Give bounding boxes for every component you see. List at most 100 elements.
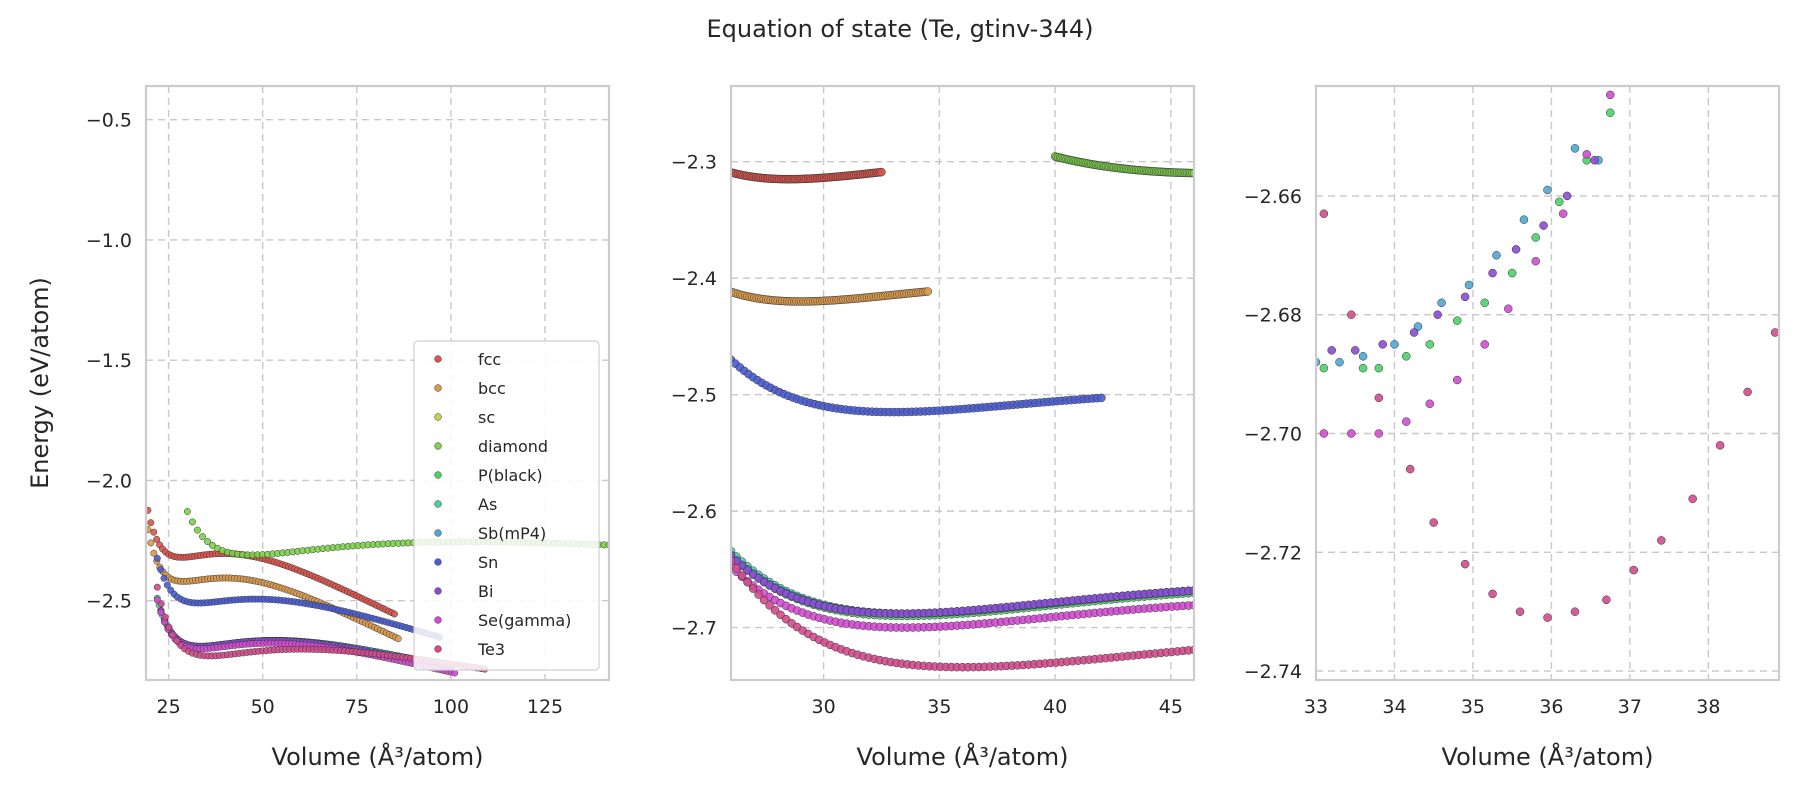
- data-point: [1531, 233, 1540, 242]
- y-tick-label: −1.0: [86, 230, 132, 252]
- axes-frame: [144, 84, 611, 682]
- data-point: [1319, 363, 1329, 373]
- x-tick-labels: 30 35 40 45: [812, 696, 1183, 718]
- data-point: [188, 518, 196, 526]
- data-point: [193, 526, 201, 534]
- data-point: [1770, 328, 1779, 337]
- data-point: [1504, 304, 1513, 313]
- data-point: [1409, 328, 1419, 337]
- y-tick-label: −2.7: [671, 618, 717, 640]
- y-tick-label: −2.5: [671, 385, 717, 407]
- data-point: [147, 539, 155, 547]
- data-point: [1570, 144, 1580, 153]
- data-point: [1492, 251, 1501, 260]
- y-tick-label: −2.70: [1244, 423, 1302, 445]
- legend-marker: [434, 500, 442, 508]
- data-point: [1539, 221, 1548, 230]
- data-point: [770, 606, 780, 615]
- grid: [1315, 86, 1779, 680]
- data-point: [1374, 429, 1384, 438]
- data-point: [1688, 494, 1697, 504]
- x-tick-label: 37: [1618, 696, 1642, 718]
- data-point: [877, 167, 886, 177]
- data-point: [1511, 245, 1521, 254]
- panel-1: 25 50 75 100 125 −2.5 −2.0 −1.5 −1.0 −0.5 Volume (…: [26, 84, 611, 771]
- data-point: [165, 623, 173, 631]
- x-tick-label: 25: [156, 696, 180, 718]
- data-point: [173, 637, 181, 645]
- data-point: [923, 287, 933, 296]
- series-Sb(mP4): [1316, 144, 1603, 367]
- x-tick-label: 30: [812, 696, 836, 718]
- x-tick-label: 38: [1696, 696, 1720, 718]
- data-point: [204, 538, 211, 545]
- data-point: [1460, 559, 1470, 569]
- data-point: [1319, 429, 1329, 438]
- data-point: [1555, 197, 1564, 207]
- data-point: [451, 669, 459, 677]
- y-tick-label: −2.6: [671, 501, 717, 523]
- x-tick-label: 33: [1304, 696, 1328, 718]
- y-tick-label: −1.5: [86, 350, 132, 372]
- legend-marker: [434, 413, 442, 421]
- axes-frame: [729, 84, 1196, 682]
- data-point: [146, 526, 152, 533]
- data-point: [157, 600, 165, 608]
- data-point: [1715, 441, 1725, 450]
- y-tick-label: −2.66: [1244, 186, 1302, 208]
- y-tick-labels: −2.7 −2.6 −2.5 −2.4 −2.3: [671, 152, 717, 640]
- legend-label: Bi: [478, 582, 493, 601]
- x-tick-labels: 25 50 75 100 125: [156, 696, 563, 718]
- data-point: [1543, 185, 1552, 195]
- legend-label: diamond: [478, 437, 548, 456]
- legend-marker: [434, 587, 442, 595]
- data-point: [1437, 298, 1446, 308]
- legend-label: Sn: [478, 553, 498, 572]
- data-point: [153, 554, 161, 562]
- data-point: [146, 506, 152, 514]
- legend-marker: [434, 558, 442, 566]
- legend-item: Sb(mP4): [434, 524, 546, 543]
- markers: [731, 152, 1194, 672]
- data-point: [1405, 464, 1415, 474]
- panel-3: 33 34 35 36 37 38 −2.74 −2.72 −2.70 −2.68 −2.66 Vol…: [1244, 84, 1781, 771]
- data-point: [160, 574, 168, 582]
- legend-label: Se(gamma): [478, 611, 571, 630]
- data-point: [1606, 108, 1615, 117]
- x-axis-label: Volume (Å³/atom): [857, 742, 1069, 771]
- data-point: [1460, 292, 1470, 302]
- y-tick-labels: −2.5 −2.0 −1.5 −1.0 −0.5: [86, 110, 132, 613]
- data-point: [1543, 613, 1552, 622]
- data-point: [1488, 268, 1497, 278]
- y-tick-label: −2.5: [86, 591, 132, 613]
- y-tick-label: −2.74: [1244, 661, 1302, 683]
- plot-area: [1316, 86, 1779, 680]
- legend-label: As: [478, 495, 497, 514]
- data-point: [1378, 340, 1387, 349]
- data-point: [1429, 518, 1438, 527]
- y-tick-label: −2.4: [671, 268, 717, 290]
- data-point: [1433, 310, 1442, 319]
- series-Te3: [1319, 209, 1779, 622]
- y-tick-label: −2.0: [86, 470, 132, 492]
- legend-label: Te3: [477, 640, 505, 659]
- series-Sn: [731, 355, 1106, 417]
- legend: fcc bcc sc diamond P(black) As Sb(mP4) Sn Bi Se(g…: [413, 340, 600, 671]
- panel-2: 30 35 40 45 −2.7 −2.6 −2.5 −2.4 −2.3 Volume (Å³/a…: [671, 84, 1196, 771]
- data-point: [169, 631, 177, 639]
- data-point: [1374, 393, 1384, 403]
- legend-marker: [434, 529, 442, 537]
- data-point: [153, 535, 161, 543]
- x-tick-label: 35: [1461, 696, 1485, 718]
- legend-item: Sn: [434, 553, 498, 572]
- data-point: [390, 610, 398, 618]
- x-tick-labels: 33 34 35 36 37 38: [1304, 696, 1721, 718]
- y-tick-label: −2.72: [1244, 542, 1302, 564]
- data-point: [1515, 607, 1525, 616]
- x-tick-label: 50: [251, 696, 275, 718]
- data-point: [1347, 310, 1356, 319]
- data-point: [1358, 363, 1368, 373]
- legend-item: As: [434, 495, 497, 514]
